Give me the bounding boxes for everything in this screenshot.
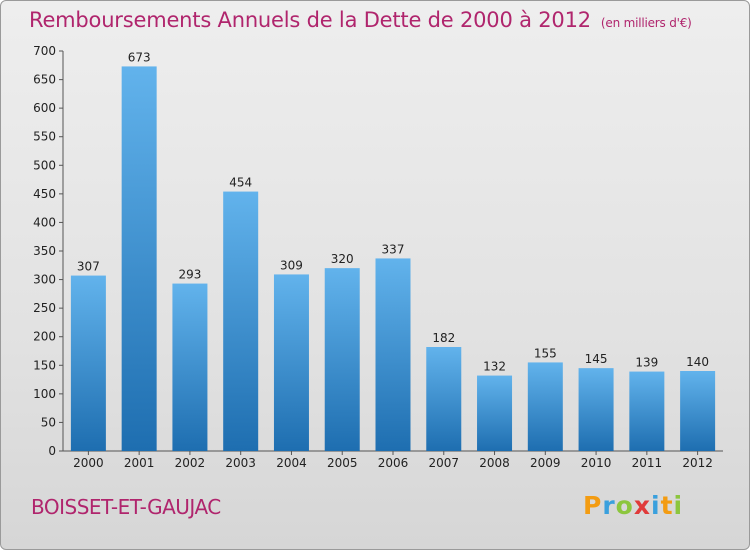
logo-letter: x — [633, 491, 651, 520]
y-tick-label: 150 — [33, 358, 56, 372]
data-label: 155 — [534, 346, 557, 360]
x-tick-label: 2011 — [632, 456, 663, 470]
data-label: 293 — [178, 268, 201, 282]
data-label: 182 — [432, 331, 455, 345]
data-label: 454 — [229, 176, 252, 190]
bar — [273, 274, 309, 451]
bar — [477, 375, 513, 451]
bar — [172, 283, 208, 451]
y-tick-label: 600 — [33, 101, 56, 115]
x-tick-label: 2012 — [682, 456, 713, 470]
logo-letter: i — [651, 491, 661, 520]
y-tick-label: 250 — [33, 301, 56, 315]
data-label: 307 — [77, 260, 100, 274]
chart-unit: (en milliers d'€) — [600, 16, 692, 30]
x-tick-label: 2000 — [73, 456, 104, 470]
data-label: 140 — [686, 355, 709, 369]
logo-letter: t — [660, 491, 674, 520]
x-tick-label: 2004 — [276, 456, 307, 470]
logo-letter: o — [615, 491, 634, 520]
bar — [324, 268, 360, 451]
x-tick-label: 2010 — [581, 456, 612, 470]
y-tick-label: 350 — [33, 244, 56, 258]
chart-title: Remboursements Annuels de la Dette de 20… — [29, 8, 692, 32]
bar — [375, 258, 411, 451]
data-label: 673 — [128, 50, 151, 64]
y-tick-label: 0 — [48, 444, 56, 458]
y-tick-label: 300 — [33, 273, 56, 287]
y-tick-label: 100 — [33, 387, 56, 401]
x-tick-label: 2008 — [479, 456, 510, 470]
bar — [223, 191, 259, 452]
y-tick-label: 450 — [33, 187, 56, 201]
y-tick-label: 650 — [33, 73, 56, 87]
x-tick-label: 2007 — [428, 456, 459, 470]
data-label: 337 — [382, 242, 405, 256]
commune-name: BOISSET-ET-GAUJAC — [31, 495, 221, 519]
x-tick-label: 2003 — [225, 456, 256, 470]
bar — [578, 368, 614, 451]
y-tick-label: 550 — [33, 130, 56, 144]
y-tick-label: 700 — [33, 44, 56, 58]
bar — [629, 371, 665, 451]
bar — [426, 347, 462, 451]
x-tick-label: 2002 — [175, 456, 206, 470]
logo-letter: r — [602, 491, 616, 520]
data-label: 309 — [280, 258, 303, 272]
bar — [121, 66, 157, 451]
y-tick-label: 500 — [33, 158, 56, 172]
x-tick-label: 2001 — [124, 456, 155, 470]
bar — [680, 371, 716, 451]
x-tick-label: 2006 — [378, 456, 409, 470]
x-tick-label: 2009 — [530, 456, 561, 470]
data-label: 320 — [331, 252, 354, 266]
data-label: 132 — [483, 360, 506, 374]
y-tick-label: 400 — [33, 215, 56, 229]
logo-letter: P — [583, 491, 603, 520]
bar — [70, 275, 106, 451]
x-tick-label: 2005 — [327, 456, 358, 470]
logo-letter: i — [673, 491, 684, 520]
y-tick-label: 200 — [33, 330, 56, 344]
proxiti-logo: Proxiti — [583, 491, 683, 520]
data-label: 145 — [585, 352, 608, 366]
y-tick-label: 50 — [41, 415, 56, 429]
data-label: 139 — [635, 356, 658, 370]
chart-title-text: Remboursements Annuels de la Dette de 20… — [29, 8, 591, 32]
bar — [527, 362, 563, 451]
